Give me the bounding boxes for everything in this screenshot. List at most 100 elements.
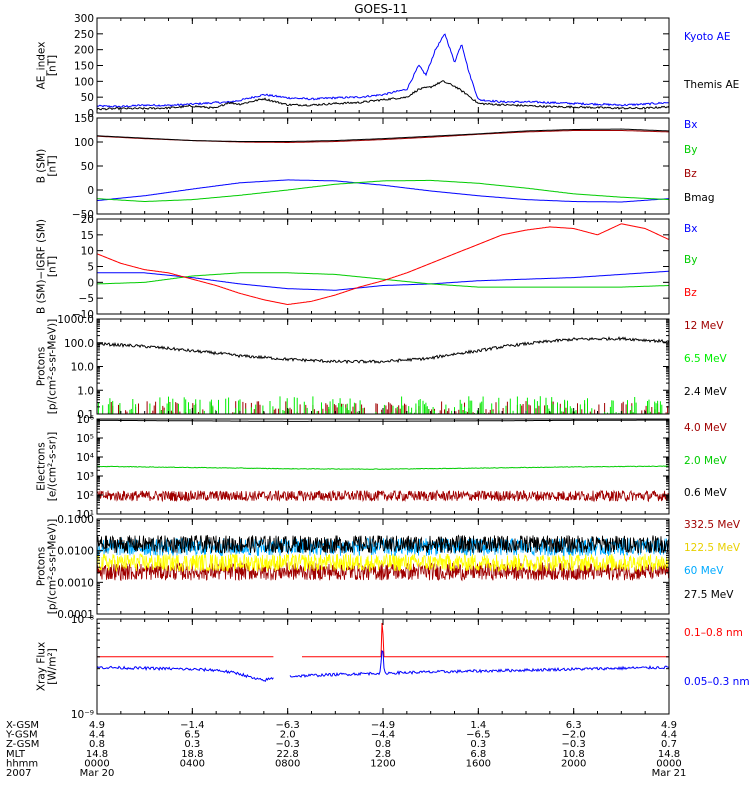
x-tick-value: −6.3: [276, 720, 300, 731]
y-tick-label: 250: [74, 29, 94, 41]
x-row-label: 2007: [6, 768, 31, 779]
y-axis-label: Xray Flux[W/m²]: [36, 642, 59, 691]
x-tick-value: 0800: [275, 758, 300, 769]
x-tick-value: 0000: [84, 758, 109, 769]
x-tick-value: 18.8: [181, 749, 203, 760]
legend-entry: Themis AE: [683, 79, 739, 91]
x-tick-value: 0400: [180, 758, 205, 769]
legend-entry: Bz: [684, 287, 697, 299]
series-protons-high-3: [97, 534, 669, 555]
x-tick-value: 6.8: [470, 749, 486, 760]
x-tick-value: 10.8: [563, 749, 585, 760]
y-ticks-electrons: 10¹ 10² 10³ 10⁴ 10⁵ 10⁶: [76, 414, 670, 521]
y-tick-label: 10³: [76, 471, 94, 483]
x-tick-value: 0.8: [89, 739, 105, 750]
x-tick-value: 1600: [466, 758, 491, 769]
x-row-label: Z-GSM: [6, 739, 39, 750]
y-tick-label: 0: [87, 277, 94, 289]
x-row-label: MLT: [6, 749, 26, 760]
y-tick-label: 50: [81, 161, 94, 173]
y-tick-label: 0.0010: [57, 577, 94, 589]
y-tick-label: 50: [81, 92, 94, 104]
x-tick-value: 14.8: [86, 749, 108, 760]
y-tick-label: 100.0: [64, 338, 94, 350]
legend-entry: 2.0 MeV: [684, 455, 728, 467]
series-protons-low-1: [97, 396, 669, 414]
y-tick-label: 1.0: [77, 385, 94, 397]
y-ticks-ae: 0 50 100 150 200 250 300: [74, 13, 670, 120]
panel-bigrf: −10 −5 0 5 10 15 20 B (SM)−IGRF (SM)[nT] Bx By Bz: [36, 214, 698, 321]
x-tick-value: 4.9: [89, 720, 105, 731]
y-tick-label: 200: [74, 45, 94, 57]
x-tick-value: 0.8: [375, 739, 391, 750]
legend-bigrf: Bx By Bz: [684, 223, 697, 299]
y-tick-label: 5: [87, 262, 94, 274]
y-tick-label: 10¹: [76, 509, 94, 521]
series-xray-1-seg0: [97, 665, 274, 683]
y-tick-label: 0.0100: [57, 546, 94, 558]
legend-entry: 4.0 MeV: [684, 422, 728, 434]
legend-entry: 122.5 MeV: [684, 542, 741, 554]
x-tick-value: 4.9: [661, 720, 677, 731]
series-bsm-1: [97, 179, 669, 202]
y-tick-label: 10⁶: [76, 414, 94, 426]
series-protons-high-1: [97, 552, 669, 573]
y-ticks-bigrf: −10 −5 0 5 10 15 20: [72, 214, 670, 321]
series-electrons-1: [97, 465, 669, 470]
y-tick-label: 1000.0: [57, 314, 94, 326]
y-axis-label: AE_index[nT]: [36, 42, 59, 90]
y-tick-label: 20: [81, 214, 94, 226]
series-bigrf-2: [97, 223, 669, 306]
x-tick-value: 2000: [561, 758, 586, 769]
y-axis-label: Electrons[e/(cm²-s-sr)]: [36, 432, 59, 501]
x-tick-value: 0.7: [661, 739, 677, 750]
y-tick-label: 10⁻⁸: [71, 614, 94, 626]
legend-entry: 0.6 MeV: [684, 487, 728, 499]
series-xray-0-seg1: [302, 622, 669, 658]
legend-entry: 2.4 MeV: [684, 386, 728, 398]
legend-protons-low: 12 MeV 6.5 MeV 2.4 MeV: [684, 320, 728, 398]
y-tick-label: 100: [74, 137, 94, 149]
y-ticks-protons-high: 0.0001 0.0010 0.0100 0.1000: [57, 514, 670, 621]
chart-title: GOES-11: [354, 2, 408, 16]
x-row-label: X-GSM: [6, 720, 39, 731]
legend-entry: 332.5 MeV: [684, 519, 741, 531]
x-tick-value: 2.0: [280, 730, 296, 741]
y-ticks-protons-low: 0.1 1.0 10.0 100.0 1000.0: [57, 314, 670, 421]
y-tick-label: 300: [74, 13, 94, 25]
series-electrons-0: [97, 489, 669, 503]
legend-entry: Kyoto AE: [684, 31, 730, 43]
y-tick-label: 100: [74, 76, 94, 88]
x-tick-value: 22.8: [277, 749, 299, 760]
y-ticks-xray: 10⁻⁹ 10⁻⁸: [71, 614, 670, 721]
legend-entry: Bx: [684, 119, 697, 131]
x-tick-value: 0000: [656, 758, 681, 769]
y-tick-label: 10⁴: [76, 452, 94, 464]
x-row-label: Y-GSM: [5, 730, 38, 741]
legend-ae: Kyoto AE Themis AE: [683, 31, 739, 91]
y-axis-label: B (SM)[nT]: [36, 149, 59, 183]
legend-protons-high: 332.5 MeV 122.5 MeV 60 MeV 27.5 MeV: [684, 519, 741, 601]
y-ticks-bsm: −50 0 50 100 150: [72, 113, 670, 221]
x-row-label: hhmm: [6, 758, 38, 769]
series-bsm-0: [97, 179, 669, 203]
y-tick-label: 10²: [76, 490, 94, 502]
legend-entry: 27.5 MeV: [684, 589, 734, 601]
x-tick-value: 6.3: [566, 720, 582, 731]
panel-protons-high: 0.0001 0.0010 0.0100 0.1000Protons[p/(cm²-s…: [36, 514, 741, 621]
series-protons-low-2: [97, 336, 669, 365]
x-tick-value: −6.5: [466, 730, 490, 741]
y-tick-label: 0.0001: [57, 609, 94, 621]
panel-protons-low: 0.1 1.0 10.0 100.0 1000.0Protons[p/(cm²-s-sr…: [36, 314, 728, 421]
series-xray-1-seg1: [289, 649, 669, 678]
y-axis-label: Protons[p/(cm²-s-sr-MeV)]: [36, 319, 59, 414]
legend-bsm: Bx By Bz Bmag: [684, 119, 715, 204]
x-axis-rows: X-GSM 4.9 −1.4 −6.3 −4.9 1.4 6.3 4.9 Y-GSM 4.4 6.5…: [5, 720, 686, 779]
x-tick-value: 1.4: [470, 720, 486, 731]
series-bsm-3: [97, 128, 669, 142]
x-tick-value: −0.3: [276, 739, 300, 750]
x-tick-value: 4.4: [661, 730, 677, 741]
y-axis-label: B (SM)−IGRF (SM)[nT]: [36, 219, 59, 314]
